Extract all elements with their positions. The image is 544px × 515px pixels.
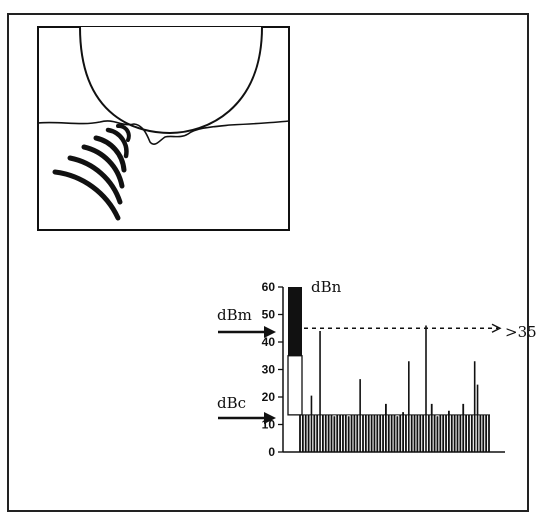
- indicator-dark-segment: [288, 287, 302, 356]
- arrow-dbm: [218, 326, 276, 338]
- threshold-arrowhead: [491, 323, 502, 333]
- y-tick-label: 60: [262, 280, 276, 294]
- ball-shape: [79, 27, 263, 135]
- y-tick-label: 40: [262, 335, 276, 349]
- y-ticks: [278, 286, 283, 453]
- label-dbc: dBc: [217, 394, 246, 412]
- indicator-light-segment: [287, 355, 303, 416]
- y-tick-label: 0: [268, 445, 275, 459]
- arrow-dbc: [218, 412, 276, 424]
- figure-border: [7, 13, 529, 512]
- bearing-diagram: [37, 26, 290, 231]
- level-indicator-bar: [287, 287, 303, 416]
- y-tick-label: 30: [262, 363, 276, 377]
- threshold-label: >35: [505, 323, 537, 341]
- emission-waves: [52, 124, 131, 221]
- y-tick-label: 20: [262, 390, 276, 404]
- label-dbn: dBn: [311, 278, 342, 296]
- y-tick-label: 50: [262, 308, 276, 322]
- pulse-bars: [299, 325, 490, 452]
- surface-line: [38, 120, 289, 145]
- label-dbm: dBm: [217, 306, 252, 324]
